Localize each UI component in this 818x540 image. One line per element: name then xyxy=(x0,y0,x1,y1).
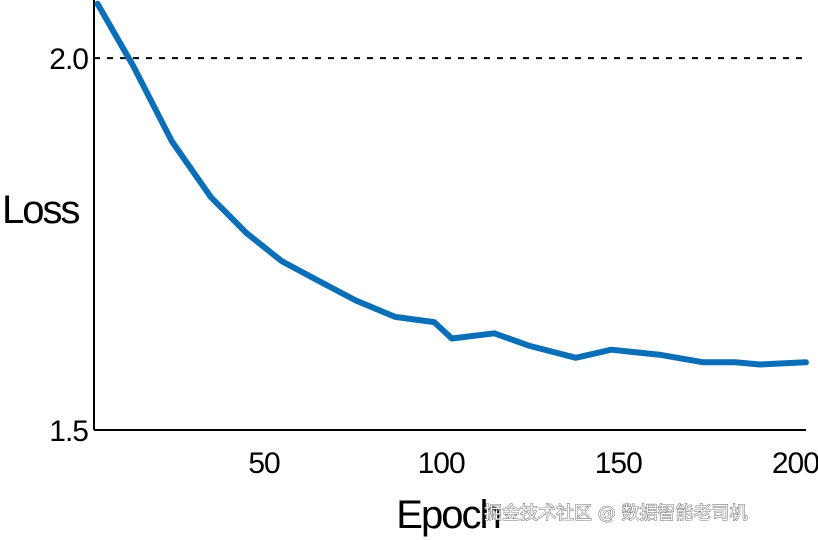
x-tick-labels: 50 100 150 200 xyxy=(248,447,818,480)
loss-series-line xyxy=(94,0,809,368)
x-tick-label: 50 xyxy=(248,447,280,480)
y-axis-title: Loss xyxy=(2,188,79,232)
x-tick-label: 100 xyxy=(418,447,465,480)
x-axis-title: Epoch xyxy=(396,493,499,537)
x-tick-label: 150 xyxy=(595,447,642,480)
series-group xyxy=(94,0,809,368)
watermark-text: 掘金技术社区 @ 数据智能老司机 xyxy=(484,503,747,524)
y-tick-labels: 1.5 2.0 xyxy=(49,43,89,448)
y-tick-label: 2.0 xyxy=(49,43,88,76)
y-tick-label: 1.5 xyxy=(49,415,88,448)
x-tick-label: 200 xyxy=(772,447,818,480)
